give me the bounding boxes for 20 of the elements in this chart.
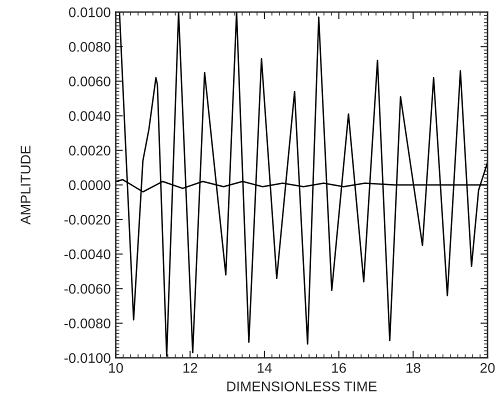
y-tick-label: 0.0080 xyxy=(68,42,110,52)
y-tick-label: -0.0020 xyxy=(64,214,110,225)
y-tick-label: 0.0020 xyxy=(68,146,110,156)
y-axis-title: AMPLITUDE xyxy=(20,146,31,225)
x-tick-label: 12 xyxy=(183,363,198,373)
y-tick-label: 0.0100 xyxy=(68,7,110,18)
x-tick-label: 20 xyxy=(480,363,495,373)
y-tick-label: 0.0060 xyxy=(68,76,110,86)
y-tick-label: -0.0080 xyxy=(64,318,110,328)
line-series xyxy=(118,12,488,357)
y-tick-label: -0.0060 xyxy=(64,284,110,294)
x-tick-label: 16 xyxy=(332,363,346,373)
y-tick-label: 0.0000 xyxy=(68,180,110,190)
x-tick-label: 18 xyxy=(406,363,420,373)
y-tick-label: -0.0040 xyxy=(64,249,110,260)
x-axis-title: DIMENSIONLESS TIME xyxy=(227,382,377,392)
x-tick-label: 14 xyxy=(258,363,272,373)
x-tick-label: 10 xyxy=(109,363,123,373)
y-tick-label: -0.0100 xyxy=(64,353,110,363)
y-tick-label: 0.0040 xyxy=(68,111,110,121)
